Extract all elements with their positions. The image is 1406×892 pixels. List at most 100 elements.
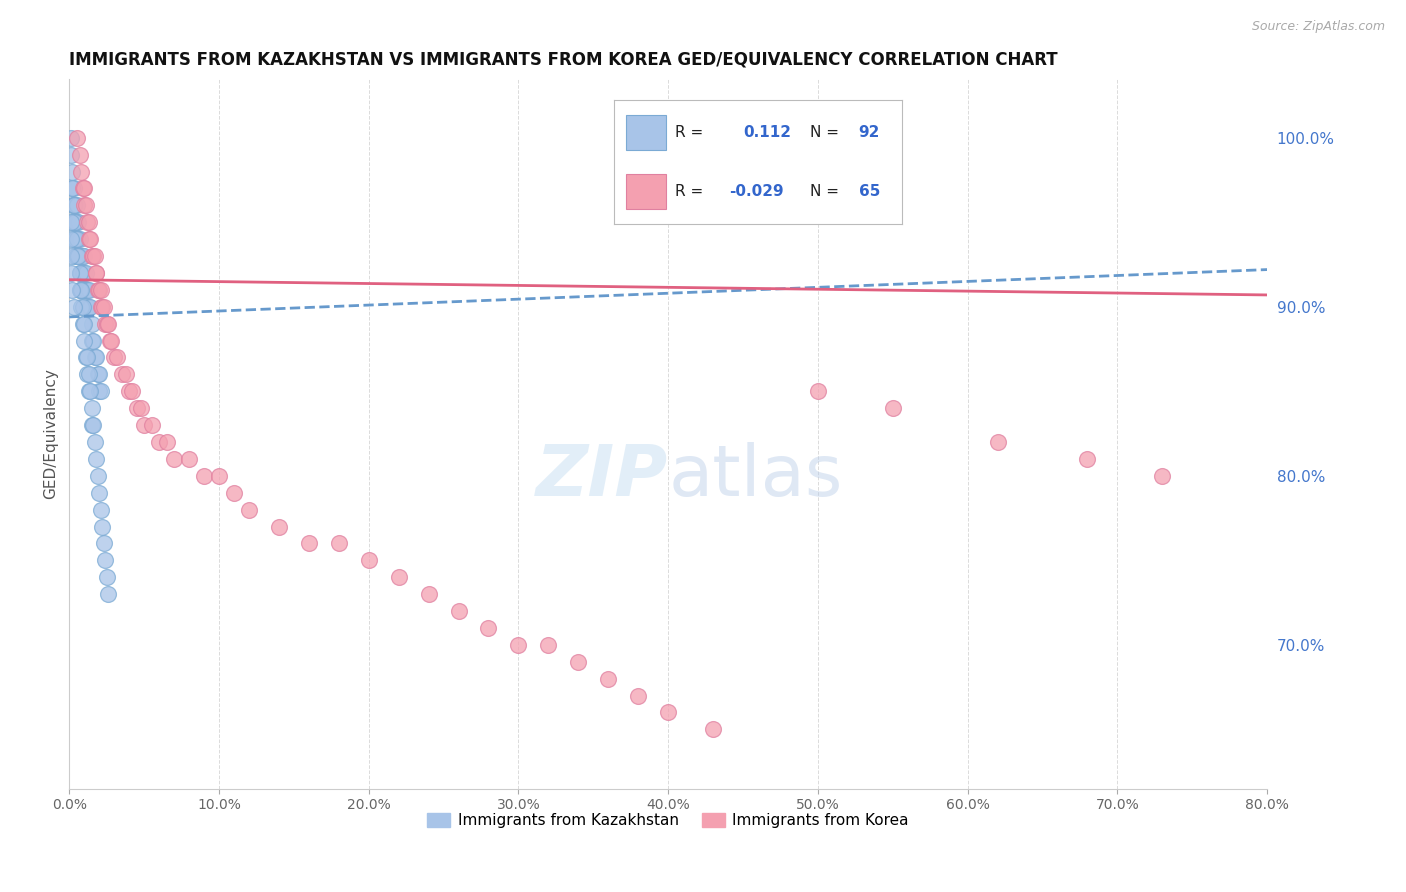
Point xyxy=(86,283,108,297)
Point xyxy=(80,418,103,433)
Point xyxy=(73,283,96,297)
Point xyxy=(148,435,170,450)
Point xyxy=(90,502,112,516)
Point xyxy=(69,249,91,263)
Point xyxy=(222,485,245,500)
Point xyxy=(80,249,103,263)
Point xyxy=(72,266,94,280)
Point xyxy=(73,334,96,348)
Point xyxy=(103,351,125,365)
Point xyxy=(66,232,89,246)
Point xyxy=(69,266,91,280)
Point xyxy=(70,300,93,314)
Point xyxy=(90,384,112,399)
Point xyxy=(67,249,90,263)
Point xyxy=(75,266,97,280)
Point xyxy=(67,232,90,246)
Point xyxy=(76,283,98,297)
Point xyxy=(90,283,112,297)
Point xyxy=(298,536,321,550)
Point xyxy=(70,283,93,297)
Point xyxy=(89,384,111,399)
Point xyxy=(72,181,94,195)
Point xyxy=(132,418,155,433)
Point xyxy=(97,587,120,601)
Point xyxy=(69,266,91,280)
Point xyxy=(702,723,724,737)
Point xyxy=(63,198,86,212)
Point xyxy=(59,215,82,229)
Point xyxy=(73,266,96,280)
Legend: Immigrants from Kazakhstan, Immigrants from Korea: Immigrants from Kazakhstan, Immigrants f… xyxy=(422,807,915,834)
Point xyxy=(59,232,82,246)
Point xyxy=(77,232,100,246)
Point xyxy=(73,317,96,331)
Point xyxy=(657,706,679,720)
Point xyxy=(72,249,94,263)
Point xyxy=(62,181,84,195)
Point xyxy=(129,401,152,416)
Point xyxy=(63,232,86,246)
Point xyxy=(63,249,86,263)
Text: ZIP: ZIP xyxy=(536,442,668,510)
Point xyxy=(76,368,98,382)
Point xyxy=(59,130,82,145)
Point xyxy=(70,164,93,178)
Point xyxy=(82,418,104,433)
Point xyxy=(79,232,101,246)
Point xyxy=(76,215,98,229)
Point xyxy=(90,300,112,314)
Point xyxy=(84,266,107,280)
Point xyxy=(94,553,117,567)
Point xyxy=(1152,468,1174,483)
Point xyxy=(75,283,97,297)
Point xyxy=(73,249,96,263)
Point xyxy=(62,215,84,229)
Point xyxy=(84,351,107,365)
Point xyxy=(59,147,82,161)
Point xyxy=(77,300,100,314)
Point xyxy=(62,232,84,246)
Point xyxy=(111,368,134,382)
Point xyxy=(80,401,103,416)
Point xyxy=(60,283,83,297)
Point xyxy=(163,451,186,466)
Point xyxy=(76,300,98,314)
Point xyxy=(63,215,86,229)
Point xyxy=(141,418,163,433)
Point xyxy=(69,283,91,297)
Point xyxy=(60,164,83,178)
Point xyxy=(72,283,94,297)
Point xyxy=(67,249,90,263)
Point xyxy=(69,283,91,297)
Point xyxy=(84,451,107,466)
Point xyxy=(105,351,128,365)
Point xyxy=(76,351,98,365)
Point xyxy=(508,638,530,652)
Point xyxy=(89,368,111,382)
Point xyxy=(73,198,96,212)
Point xyxy=(60,181,83,195)
Y-axis label: GED/Equivalency: GED/Equivalency xyxy=(44,368,58,499)
Point xyxy=(96,570,118,584)
Point xyxy=(70,266,93,280)
Point xyxy=(193,468,215,483)
Point xyxy=(598,672,620,686)
Point xyxy=(93,536,115,550)
Point xyxy=(63,215,86,229)
Point xyxy=(69,232,91,246)
Point xyxy=(66,249,89,263)
Point xyxy=(418,587,440,601)
Point xyxy=(97,317,120,331)
Point xyxy=(89,485,111,500)
Point xyxy=(60,215,83,229)
Point xyxy=(70,283,93,297)
Point xyxy=(80,334,103,348)
Point xyxy=(477,621,499,635)
Point xyxy=(66,232,89,246)
Point xyxy=(93,300,115,314)
Point xyxy=(59,249,82,263)
Point xyxy=(115,368,138,382)
Point xyxy=(60,181,83,195)
Point xyxy=(125,401,148,416)
